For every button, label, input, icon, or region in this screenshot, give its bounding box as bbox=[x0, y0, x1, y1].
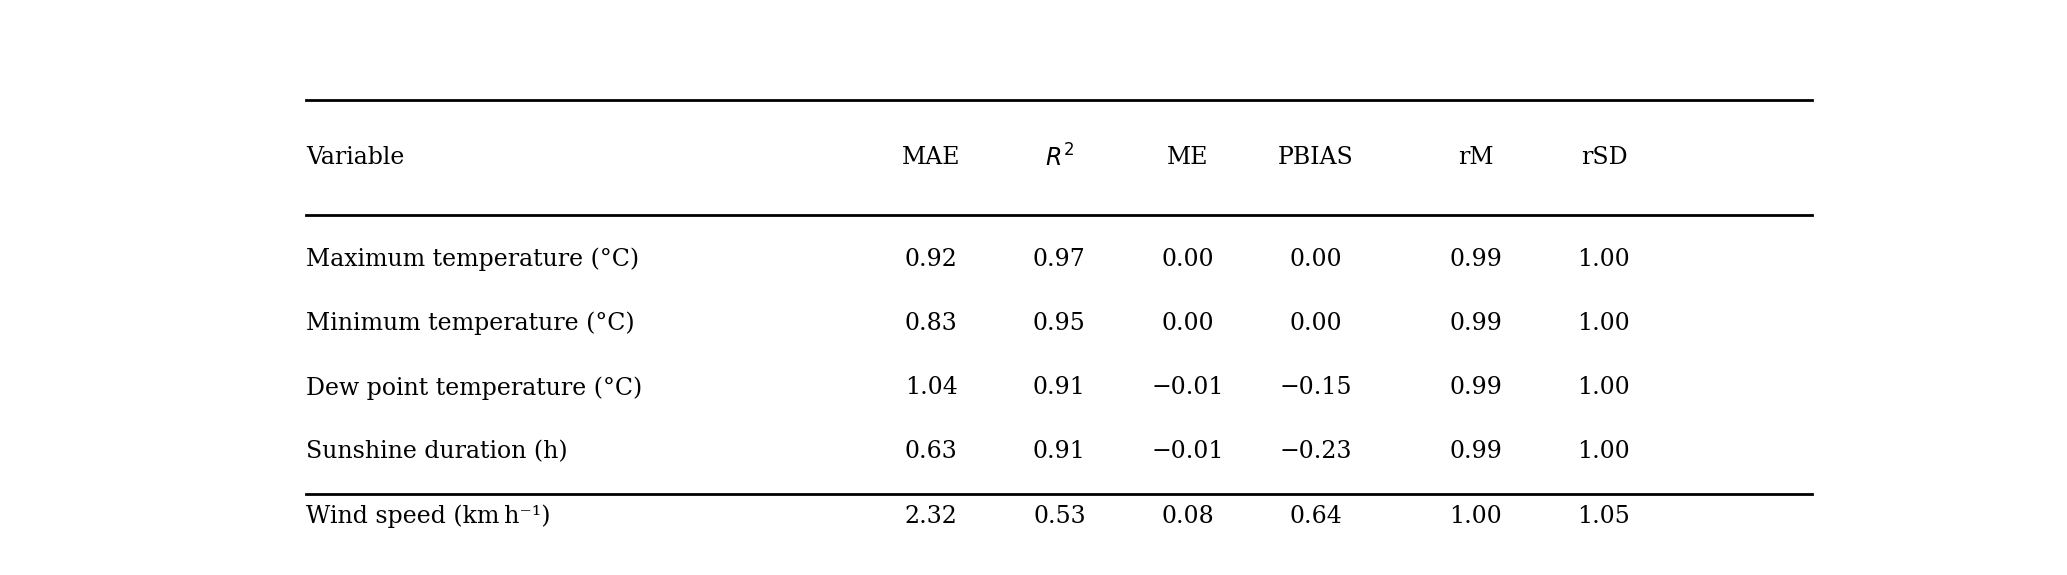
Text: 0.99: 0.99 bbox=[1449, 248, 1503, 271]
Text: −0.01: −0.01 bbox=[1151, 376, 1224, 399]
Text: −0.15: −0.15 bbox=[1279, 376, 1352, 399]
Text: 0.53: 0.53 bbox=[1034, 505, 1085, 528]
Text: 1.00: 1.00 bbox=[1577, 248, 1631, 271]
Text: 0.00: 0.00 bbox=[1162, 312, 1213, 335]
Text: Variable: Variable bbox=[306, 146, 405, 169]
Text: Sunshine duration (h): Sunshine duration (h) bbox=[306, 440, 568, 463]
Text: Dew point temperature (°C): Dew point temperature (°C) bbox=[306, 376, 643, 400]
Text: 0.92: 0.92 bbox=[905, 248, 957, 271]
Text: 1.05: 1.05 bbox=[1577, 505, 1631, 528]
Text: −0.01: −0.01 bbox=[1151, 440, 1224, 463]
Text: 1.00: 1.00 bbox=[1449, 505, 1503, 528]
Text: ME: ME bbox=[1166, 146, 1209, 169]
Text: 0.99: 0.99 bbox=[1449, 376, 1503, 399]
Text: 0.00: 0.00 bbox=[1290, 312, 1341, 335]
Text: 0.00: 0.00 bbox=[1162, 248, 1213, 271]
Text: 0.00: 0.00 bbox=[1290, 248, 1341, 271]
Text: 0.08: 0.08 bbox=[1162, 505, 1213, 528]
Text: 1.04: 1.04 bbox=[905, 376, 957, 399]
Text: 0.97: 0.97 bbox=[1034, 248, 1085, 271]
Text: 0.95: 0.95 bbox=[1034, 312, 1085, 335]
Text: 0.91: 0.91 bbox=[1034, 376, 1085, 399]
Text: 0.91: 0.91 bbox=[1034, 440, 1085, 463]
Text: 0.83: 0.83 bbox=[905, 312, 957, 335]
Text: 0.99: 0.99 bbox=[1449, 312, 1503, 335]
Text: 1.00: 1.00 bbox=[1577, 440, 1631, 463]
Text: MAE: MAE bbox=[901, 146, 961, 169]
Text: 0.63: 0.63 bbox=[905, 440, 957, 463]
Text: $R^2$: $R^2$ bbox=[1044, 144, 1075, 171]
Text: rSD: rSD bbox=[1581, 146, 1627, 169]
Text: 0.99: 0.99 bbox=[1449, 440, 1503, 463]
Text: 1.00: 1.00 bbox=[1577, 312, 1631, 335]
Text: 1.00: 1.00 bbox=[1577, 376, 1631, 399]
Text: Minimum temperature (°C): Minimum temperature (°C) bbox=[306, 312, 635, 335]
Text: rM: rM bbox=[1457, 146, 1494, 169]
Text: Wind speed (km h⁻¹): Wind speed (km h⁻¹) bbox=[306, 504, 552, 528]
Text: 0.64: 0.64 bbox=[1290, 505, 1341, 528]
Text: Maximum temperature (°C): Maximum temperature (°C) bbox=[306, 248, 639, 271]
Text: −0.23: −0.23 bbox=[1279, 440, 1352, 463]
Text: PBIAS: PBIAS bbox=[1277, 146, 1354, 169]
Text: 2.32: 2.32 bbox=[905, 505, 957, 528]
